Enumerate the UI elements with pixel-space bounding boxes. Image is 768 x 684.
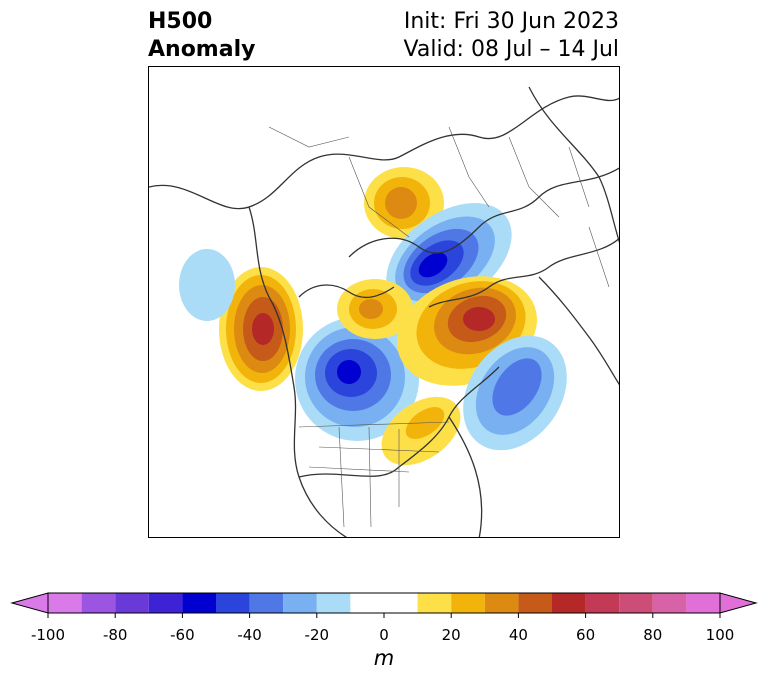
colorbar-unit: m xyxy=(373,646,395,670)
anomaly-north-atlantic-low xyxy=(463,335,567,451)
title-valid-range: Valid: 08 Jul – 14 Jul xyxy=(403,37,619,62)
colorbar-tick-label: -60 xyxy=(170,626,195,644)
colorbar-bin xyxy=(249,593,284,613)
colorbar xyxy=(10,592,758,618)
colorbar-bin xyxy=(316,593,351,613)
title-field-type: Anomaly xyxy=(148,37,256,62)
chart-title-left: H500 Anomaly xyxy=(148,8,255,64)
map-canvas xyxy=(149,86,619,537)
colorbar-bin xyxy=(686,593,720,613)
colorbar-tick-label: 80 xyxy=(643,626,663,644)
anomaly-map xyxy=(148,66,620,538)
political-borders xyxy=(268,126,610,528)
colorbar-bin xyxy=(48,593,82,613)
colorbar-bin xyxy=(484,593,519,613)
colorbar-bin xyxy=(417,593,452,613)
anomaly-pacific-ridge xyxy=(219,267,303,391)
colorbar-under-arrow xyxy=(10,592,49,614)
colorbar-tick-label: 100 xyxy=(705,626,735,644)
colorbar-tick-label: 20 xyxy=(441,626,461,644)
title-variable: H500 xyxy=(148,9,213,34)
anomaly-canada-trough xyxy=(295,317,419,441)
colorbar-bin xyxy=(283,593,317,613)
anomaly-gulf-of-alaska-low-west xyxy=(179,249,235,321)
title-init-date: Init: Fri 30 Jun 2023 xyxy=(403,9,619,34)
colorbar-bin xyxy=(148,593,183,613)
colorbar-bin xyxy=(451,593,485,613)
colorbar-bin xyxy=(652,593,687,613)
colorbar-bin xyxy=(518,593,552,613)
colorbar-bin xyxy=(619,593,653,613)
colorbar-bin xyxy=(216,593,250,613)
colorbar-bin xyxy=(552,593,586,613)
colorbar-tick-label: 0 xyxy=(379,626,389,644)
colorbar-bin xyxy=(585,593,620,613)
coastlines xyxy=(149,86,619,537)
colorbar-tick-label: 40 xyxy=(508,626,528,644)
colorbar-tick-label: -20 xyxy=(304,626,330,644)
colorbar-over-arrow xyxy=(719,592,758,614)
colorbar-bins xyxy=(48,593,720,613)
colorbar-tick-label: 60 xyxy=(576,626,596,644)
colorbar-tick-label: -40 xyxy=(237,626,262,644)
anomaly-arctic-ocean-ridge xyxy=(337,279,413,339)
chart-title-right: Init: Fri 30 Jun 2023 Valid: 08 Jul – 14… xyxy=(404,8,619,64)
colorbar-bin xyxy=(182,593,216,613)
colorbar-bin xyxy=(350,593,418,613)
colorbar-bin xyxy=(115,593,149,613)
colorbar-bin xyxy=(81,593,116,613)
colorbar-ticks xyxy=(47,613,721,618)
colorbar-tick-label: -100 xyxy=(30,626,66,644)
colorbar-tick-label: -80 xyxy=(102,626,128,644)
